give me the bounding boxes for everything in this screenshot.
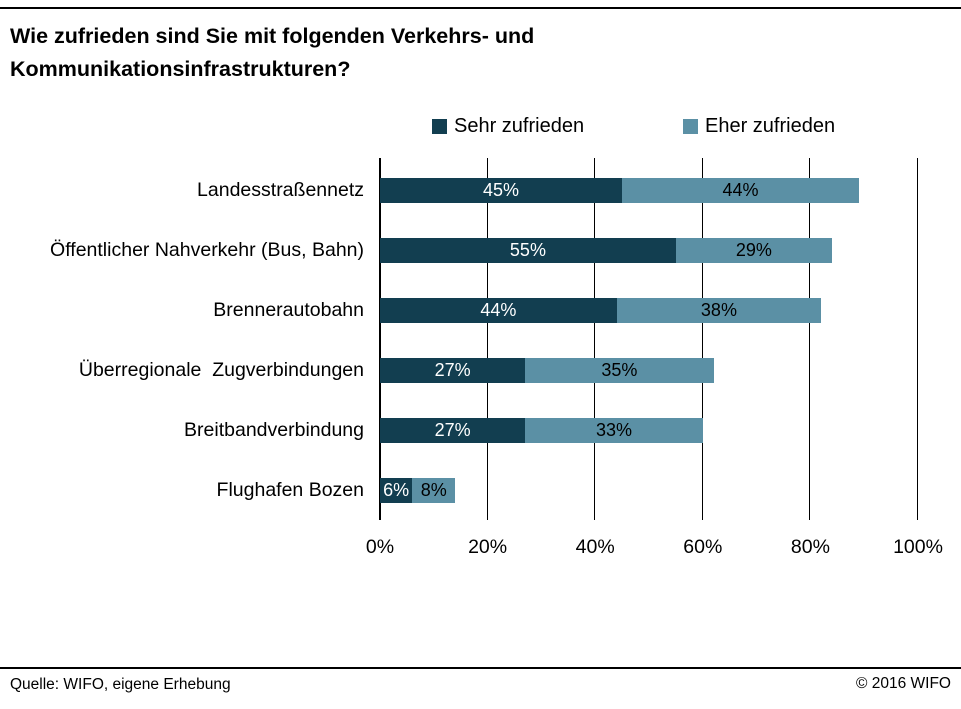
category-label: Breitbandverbindung (184, 419, 364, 441)
bar-row: 27% 35% (380, 358, 714, 383)
plot-area: 45% 44% 55% 29% 44% 38% 27% 35% 27% 33% 6% 8% (379, 158, 918, 520)
bar-segment-sehr-zufrieden: 6% (380, 478, 413, 503)
bar-row: 6% 8% (380, 478, 456, 503)
source-note: Quelle: WIFO, eigene Erhebung (10, 676, 231, 693)
bar-segment-eher-zufrieden: 33% (525, 418, 703, 443)
x-tick-label: 0% (365, 536, 395, 558)
gridline-100 (917, 158, 918, 520)
x-axis-labels: 0% 20% 40% 60% 80% 100% (0, 536, 961, 560)
gridline-60 (702, 158, 703, 520)
bar-segment-eher-zufrieden: 35% (525, 358, 714, 383)
bar-value-label: 45% (483, 180, 520, 200)
category-label: Überregionale Zugverbindungen (78, 359, 364, 381)
bar-segment-sehr-zufrieden: 27% (380, 358, 526, 383)
bar-segment-sehr-zufrieden: 45% (380, 178, 623, 203)
bar-value-label: 33% (596, 420, 633, 440)
bar-row: 55% 29% (380, 238, 832, 263)
bar-value-label: 35% (601, 360, 638, 380)
legend: Sehr zufrieden Eher zufrieden (0, 114, 961, 138)
bar-segment-sehr-zufrieden: 27% (380, 418, 526, 443)
bar-value-label: 27% (434, 420, 471, 440)
legend-label: Sehr zufrieden (454, 114, 585, 137)
bottom-divider (0, 667, 961, 669)
top-divider (0, 7, 961, 9)
bar-row: 44% 38% (380, 298, 822, 323)
y-axis-line (379, 158, 381, 520)
bar-value-label: 29% (735, 240, 772, 260)
bar-value-label: 27% (434, 360, 471, 380)
category-label: Öffentlicher Nahverkehr (Bus, Bahn) (50, 239, 364, 261)
bar-value-label: 38% (700, 300, 737, 320)
bar-segment-sehr-zufrieden: 44% (380, 298, 617, 323)
bar-value-label: 55% (509, 240, 546, 260)
x-tick-label: 100% (893, 536, 943, 558)
bar-value-label: 8% (420, 480, 447, 500)
chart-title: Wie zufrieden sind Sie mit folgenden Ver… (10, 24, 535, 81)
gridline-80 (809, 158, 810, 520)
x-tick-label: 40% (575, 536, 615, 558)
bar-value-label: 44% (480, 300, 517, 320)
legend-item-eher-zufrieden: Eher zufrieden (683, 114, 835, 138)
bar-row: 45% 44% (380, 178, 859, 203)
bar-segment-eher-zufrieden: 38% (616, 298, 822, 323)
x-tick-label: 80% (790, 536, 830, 558)
bar-segment-eher-zufrieden: 8% (412, 478, 456, 503)
x-tick-label: 60% (683, 536, 723, 558)
category-label: Flughafen Bozen (216, 479, 364, 501)
bar-value-label: 44% (722, 180, 759, 200)
gridline-20 (487, 158, 488, 520)
bar-segment-eher-zufrieden: 29% (675, 238, 832, 263)
legend-swatch-light (683, 118, 698, 134)
bar-row: 27% 33% (380, 418, 703, 443)
bar-value-label: 6% (383, 480, 410, 500)
category-label: Landesstraßennetz (197, 179, 364, 201)
legend-label: Eher zufrieden (705, 114, 836, 137)
gridline-40 (594, 158, 595, 520)
category-label: Brennerautobahn (213, 299, 364, 321)
x-tick-label: 20% (468, 536, 508, 558)
legend-item-sehr-zufrieden: Sehr zufrieden (432, 114, 584, 138)
legend-swatch-dark (432, 118, 447, 134)
bar-segment-sehr-zufrieden: 55% (380, 238, 676, 263)
bar-segment-eher-zufrieden: 44% (622, 178, 859, 203)
copyright-note: © 2016 WIFO (856, 675, 951, 692)
